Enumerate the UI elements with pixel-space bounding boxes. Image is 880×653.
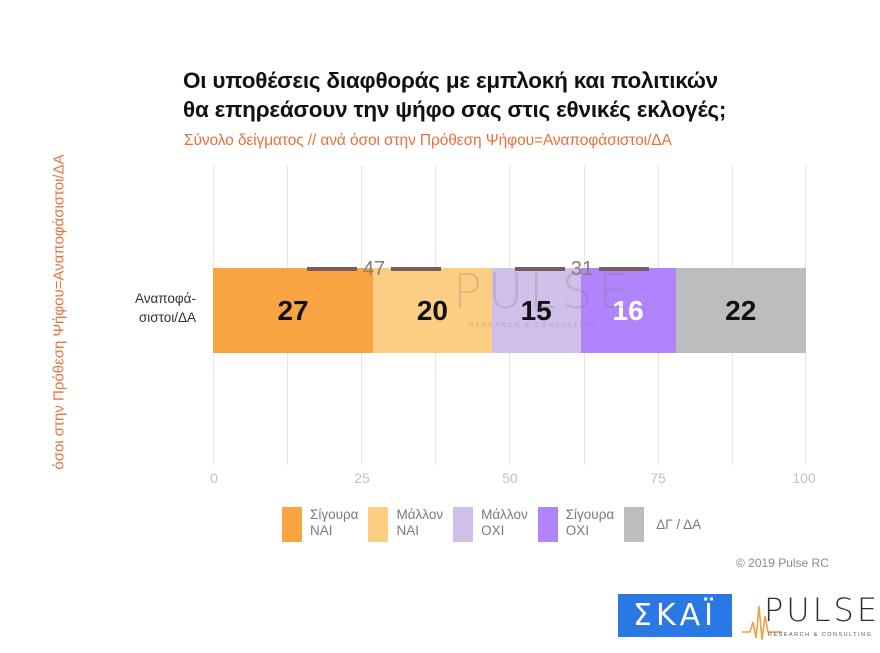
- legend-swatch: [537, 507, 558, 542]
- chart-subtitle: Σύνολο δείγματος // ανά όσοι στην Πρόθεσ…: [184, 132, 672, 149]
- legend-swatch: [624, 507, 645, 542]
- bar-segment-mallon-oxi: 15: [491, 268, 581, 353]
- heartbeat-icon: [742, 605, 782, 641]
- legend-item-sigoura-nai: Σίγουρα ΝΑΙ: [282, 507, 358, 542]
- legend-label: Σίγουρα ΝΑΙ: [310, 507, 359, 538]
- x-tick-50: 50: [502, 470, 518, 486]
- legend-swatch: [368, 507, 389, 542]
- legend-swatch: [282, 507, 302, 542]
- bar-segment-sigoura-oxi: 16: [580, 268, 676, 353]
- pulse-logo-text: PULSE: [764, 591, 880, 629]
- y-axis-side-label: όσοι στην Πρόθεση Ψήφου=Αναποφάσιστοι/ΔΑ: [50, 154, 68, 470]
- category-label-line-1: Αναποφά-: [134, 291, 196, 306]
- legend-item-dg-da: ΔΓ / ΔΑ: [624, 507, 701, 542]
- title-line-2: θα επηρεάσουν την ψήφο σας στις εθνικές …: [183, 97, 727, 122]
- category-label-line-2: σιστοι/ΔΑ: [138, 310, 196, 325]
- chart-title: Οι υποθέσεις διαφθοράς με εμπλοκή και πο…: [183, 66, 843, 124]
- bracket-line: [391, 267, 441, 271]
- legend-item-mallon-nai: Μάλλον ΝΑΙ: [368, 507, 443, 542]
- skai-logo: ΣΚΑΪ: [618, 594, 732, 637]
- bar-segment-mallon-nai: 20: [373, 268, 492, 353]
- pulse-logo: PULSE RESEARCH & CONSULTING: [742, 592, 877, 642]
- x-tick-75: 75: [650, 470, 666, 486]
- legend-label: ΔΓ / ΔΑ: [656, 517, 702, 532]
- x-tick-0: 0: [210, 470, 218, 486]
- bar-segment-sigoura-nai: 27: [213, 268, 374, 353]
- stacked-bar: 27 20 15 16 22: [213, 268, 806, 353]
- copyright: © 2019 Pulse RC: [736, 556, 829, 570]
- legend-item-sigoura-oxi: Σίγουρα ΟΧΙ: [537, 507, 615, 542]
- pulse-logo-subtext: RESEARCH & CONSULTING: [768, 632, 873, 638]
- bracket-line: [599, 267, 649, 271]
- legend-label: Σίγουρα ΟΧΙ: [565, 507, 615, 538]
- legend-label: Μάλλον ΟΧΙ: [481, 507, 528, 538]
- title-line-1: Οι υποθέσεις διαφθοράς με εμπλοκή και πο…: [183, 68, 718, 93]
- legend-label: Μάλλον ΝΑΙ: [396, 507, 444, 538]
- bracket-line: [515, 267, 565, 271]
- x-tick-25: 25: [354, 470, 370, 486]
- annotation-value: 31: [570, 258, 594, 280]
- annotation-yes-total: 47: [307, 259, 441, 279]
- annotation-no-total: 31: [515, 259, 649, 279]
- legend-swatch: [453, 507, 474, 542]
- bracket-line: [307, 267, 357, 271]
- legend-item-mallon-oxi: Μάλλον ΟΧΙ: [453, 507, 528, 542]
- annotation-value: 47: [362, 258, 386, 280]
- legend: Σίγουρα ΝΑΙ Μάλλον ΝΑΙ Μάλλον ΟΧΙ Σίγουρ…: [282, 507, 711, 542]
- bar-segment-dg-da: 22: [675, 268, 806, 353]
- x-tick-100: 100: [792, 470, 816, 486]
- category-label: Αναποφά- σιστοι/ΔΑ: [96, 289, 196, 327]
- plot-area: 27 20 15 16 22: [213, 165, 806, 465]
